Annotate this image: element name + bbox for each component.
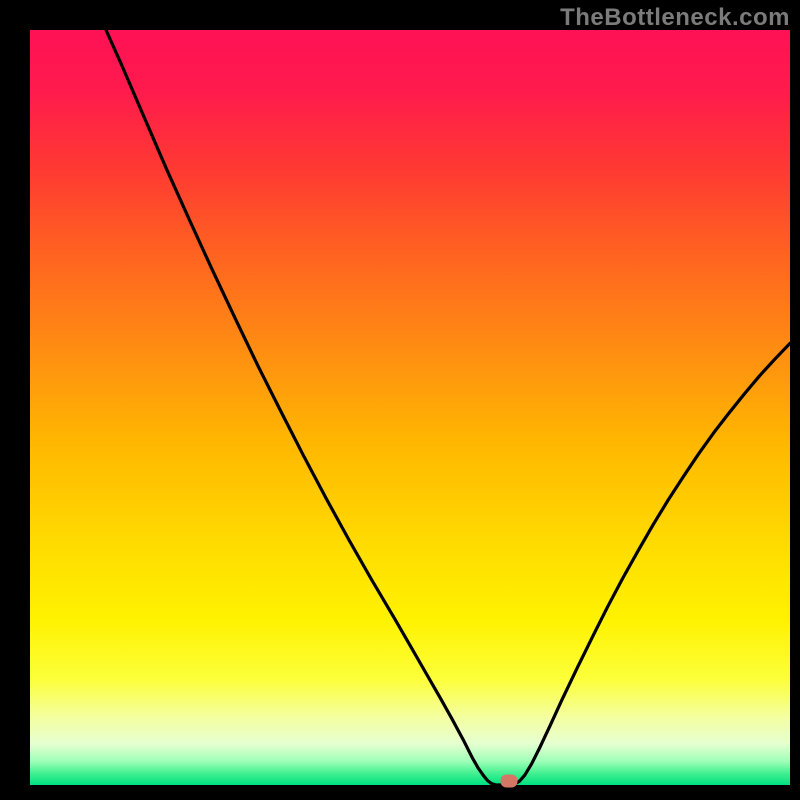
curve-layer <box>30 30 790 785</box>
plot-area <box>30 30 790 785</box>
bottleneck-curve <box>106 30 790 785</box>
optimal-point-marker <box>500 775 517 788</box>
chart-frame: TheBottleneck.com <box>0 0 800 800</box>
watermark-text: TheBottleneck.com <box>560 4 790 32</box>
